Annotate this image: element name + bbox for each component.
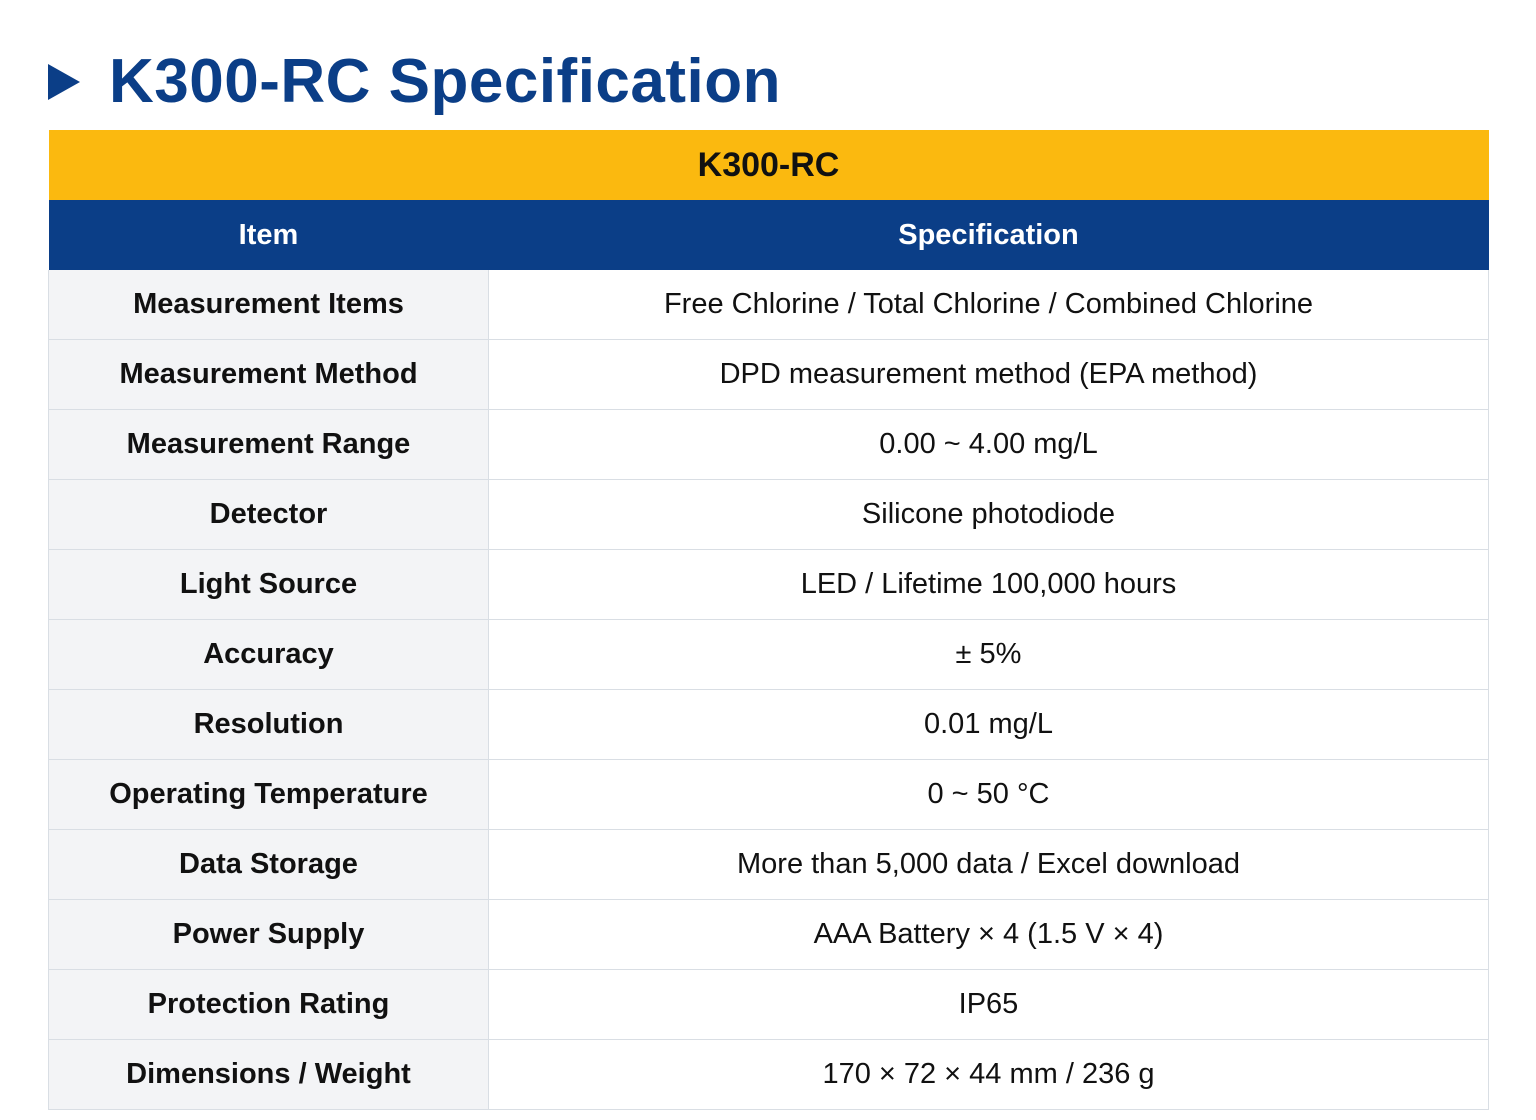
specification-table: K300-RC Item Specification Measurement I…	[48, 130, 1489, 1110]
item-column-header: Item	[48, 200, 489, 270]
spec-cell: 0.00 ~ 4.00 mg/L	[488, 409, 1489, 480]
item-cell: Protection Rating	[48, 969, 489, 1040]
item-cell: Measurement Items	[48, 270, 489, 340]
product-name-header: K300-RC	[48, 130, 1489, 200]
item-cell: Measurement Method	[48, 339, 489, 410]
triangle-right-icon	[48, 64, 80, 100]
table-row: Detector Silicone photodiode	[48, 479, 1489, 550]
table-row: Measurement Method DPD measurement metho…	[48, 339, 1489, 410]
spec-cell: ± 5%	[488, 619, 1489, 690]
item-cell: Accuracy	[48, 619, 489, 690]
spec-cell: 0.01 mg/L	[488, 689, 1489, 760]
item-cell: Power Supply	[48, 899, 489, 970]
table-row: Dimensions / Weight 170 × 72 × 44 mm / 2…	[48, 1039, 1489, 1110]
spec-cell: LED / Lifetime 100,000 hours	[488, 549, 1489, 620]
table-row: Measurement Items Free Chlorine / Total …	[48, 270, 1489, 340]
item-cell: Data Storage	[48, 829, 489, 900]
item-cell: Detector	[48, 479, 489, 550]
page-title: K300-RC Specification	[109, 47, 782, 116]
spec-cell: 170 × 72 × 44 mm / 236 g	[488, 1039, 1489, 1110]
item-cell: Dimensions / Weight	[48, 1039, 489, 1110]
table-row: Light Source LED / Lifetime 100,000 hour…	[48, 549, 1489, 620]
column-header-row: Item Specification	[48, 200, 1489, 270]
table-row: Protection Rating IP65	[48, 969, 1489, 1040]
item-cell: Light Source	[48, 549, 489, 620]
spec-cell: Free Chlorine / Total Chlorine / Combine…	[488, 270, 1489, 340]
item-cell: Measurement Range	[48, 409, 489, 480]
table-row: Power Supply AAA Battery × 4 (1.5 V × 4)	[48, 899, 1489, 970]
spec-cell: AAA Battery × 4 (1.5 V × 4)	[488, 899, 1489, 970]
spec-cell: DPD measurement method (EPA method)	[488, 339, 1489, 410]
item-cell: Resolution	[48, 689, 489, 760]
table-row: Measurement Range 0.00 ~ 4.00 mg/L	[48, 409, 1489, 480]
spec-cell: More than 5,000 data / Excel download	[488, 829, 1489, 900]
table-row: Data Storage More than 5,000 data / Exce…	[48, 829, 1489, 900]
table-row: Accuracy ± 5%	[48, 619, 1489, 690]
table-row: Resolution 0.01 mg/L	[48, 689, 1489, 760]
spec-cell: Silicone photodiode	[488, 479, 1489, 550]
table-row: Operating Temperature 0 ~ 50 °C	[48, 759, 1489, 830]
spec-cell: 0 ~ 50 °C	[488, 759, 1489, 830]
product-name-row: K300-RC	[48, 130, 1489, 200]
specification-column-header: Specification	[488, 200, 1489, 270]
page-heading: K300-RC Specification	[48, 42, 781, 122]
spec-cell: IP65	[488, 969, 1489, 1040]
item-cell: Operating Temperature	[48, 759, 489, 830]
